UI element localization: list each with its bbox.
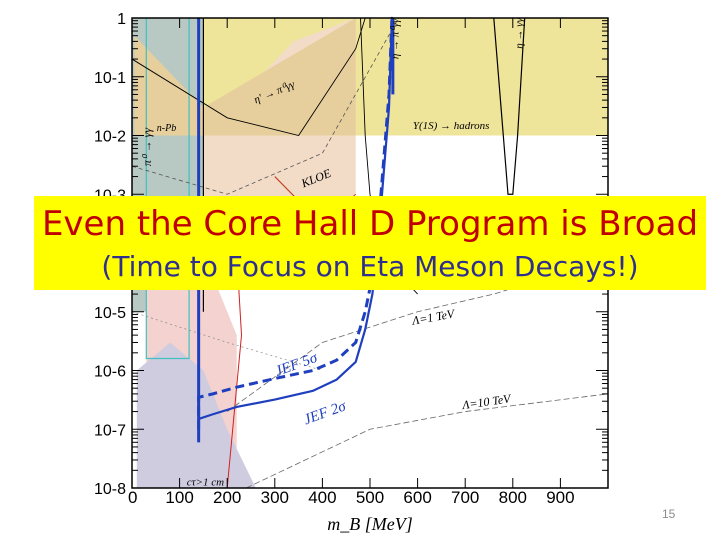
banner-title: Even the Core Hall D Program is Broad: [41, 204, 699, 244]
x-axis-label: m_B [MeV]: [327, 514, 412, 534]
slide-number: 15: [662, 507, 676, 521]
curve-ctau: [131, 311, 323, 371]
lambda-10tev: [246, 393, 609, 489]
annotation-label: n-Pb: [157, 123, 176, 134]
y-tick-label: 10-1: [94, 70, 126, 87]
y-tick-label: 10-7: [94, 422, 126, 439]
curve-etaprime-dip: [493, 17, 526, 195]
annotation-label: η → π⁰γγ: [390, 18, 402, 59]
annotation-label: η → γγ: [513, 17, 525, 48]
series-jef-2-: [197, 16, 393, 443]
x-tick-label: 900: [546, 488, 574, 507]
x-tick-label: 400: [308, 488, 336, 507]
curve-eta-pi0gg: [131, 17, 366, 137]
boundary-n-pb: [145, 18, 190, 360]
region-ctau: [136, 342, 256, 488]
annotation-label: Λ=1 TeV: [410, 306, 457, 328]
annotation-label: Υ(1S) → hadrons: [413, 120, 490, 132]
banner-subtitle: (Time to Focus on Eta Meson Decays!): [101, 250, 639, 283]
y-tick-label: 1: [117, 11, 126, 28]
y-tick-label: 10-5: [94, 305, 126, 322]
x-tick-label: 600: [403, 488, 431, 507]
x-tick-label: 500: [356, 488, 384, 507]
curve-eta-prime: [131, 17, 399, 195]
title-banner: Even the Core Hall D Program is Broad (T…: [34, 196, 706, 290]
annotation-label: JEF 2σ: [302, 398, 349, 428]
x-tick-label: 100: [165, 488, 193, 507]
annotation-label: π⁰ → γγ: [140, 128, 154, 167]
y-tick-label: 10-6: [94, 364, 126, 381]
annotation-label: cτ>1 cm: [187, 477, 224, 489]
x-tick-label: 800: [499, 488, 527, 507]
region-overlap: [134, 18, 356, 136]
series-jef-5-: [197, 16, 394, 430]
y-tick-label: 10-8: [94, 481, 126, 498]
x-tick-label: 0: [128, 488, 137, 507]
x-tick-label: 300: [261, 488, 289, 507]
x-tick-label: 700: [451, 488, 479, 507]
y-tick-label: 10-2: [94, 129, 126, 146]
x-tick-label: 200: [213, 488, 241, 507]
